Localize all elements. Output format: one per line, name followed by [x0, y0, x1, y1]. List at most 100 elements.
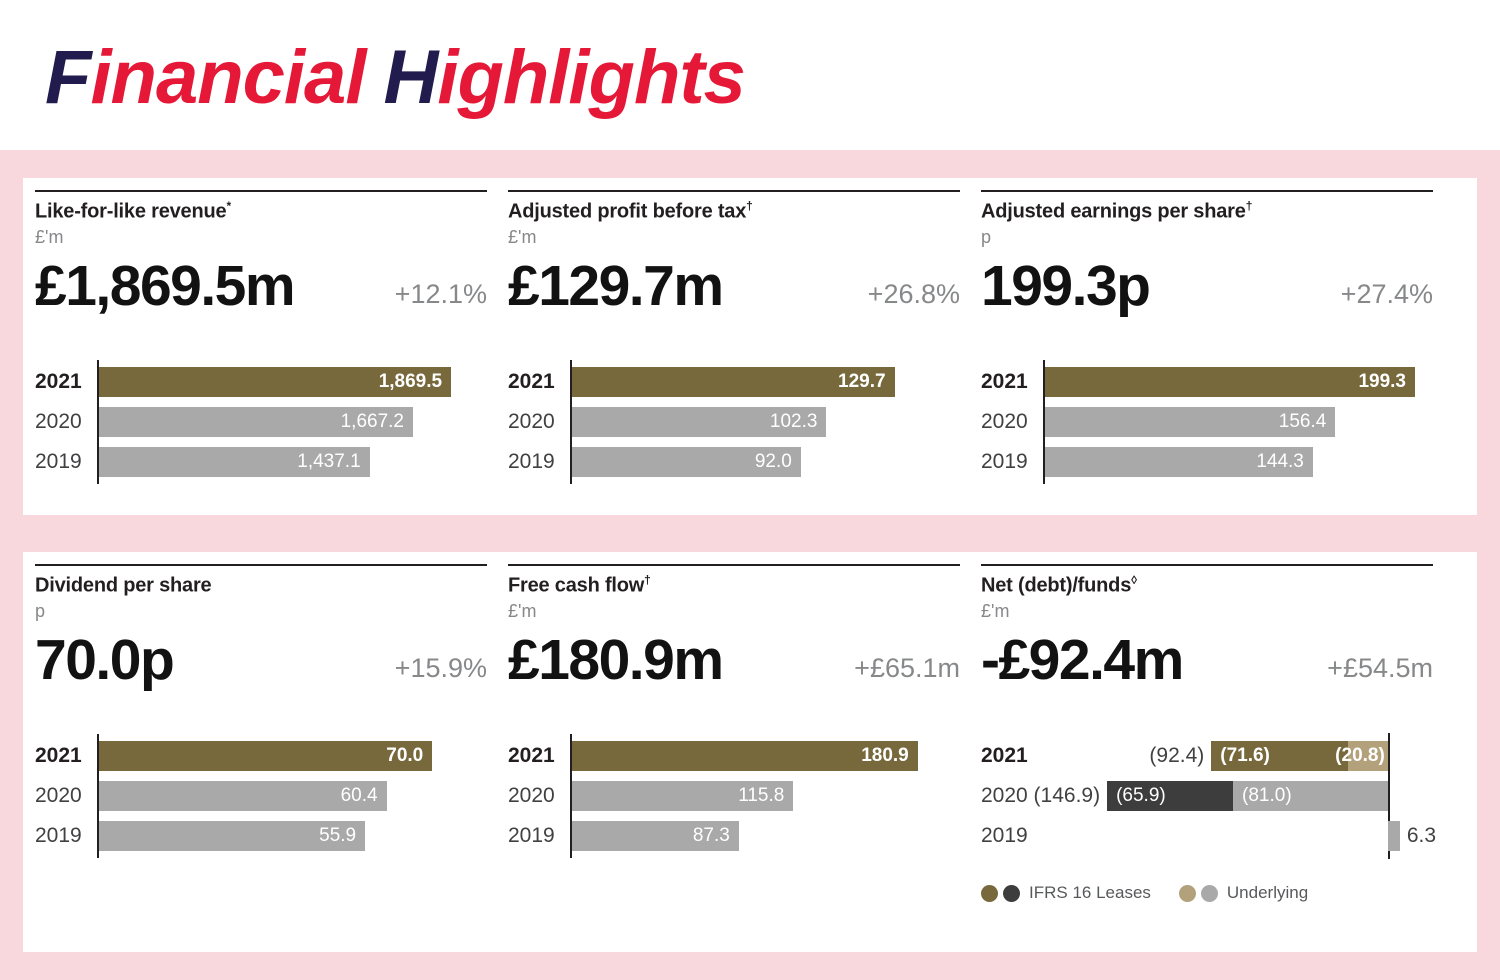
title-word-financial: Financial	[45, 35, 366, 120]
change-value: +27.4%	[1340, 279, 1433, 310]
highlights-card-top: Like-for-like revenue* £'m £1,869.5m +12…	[23, 178, 1477, 515]
bar-value-label: 87.3	[692, 825, 730, 847]
headline-value: £180.9m	[508, 628, 724, 693]
chart-row: 2020 115.8	[508, 781, 960, 812]
headline-value: £129.7m	[508, 254, 724, 319]
year-label: 2020	[508, 784, 555, 808]
panel-title: Dividend per share	[35, 573, 487, 598]
headline-value: 70.0p	[35, 628, 175, 693]
panel-top-rule	[508, 190, 960, 192]
segment-label: (20.8)	[1335, 745, 1385, 767]
value-bar: 87.3	[572, 821, 739, 852]
bar-track: 1,437.1	[99, 447, 487, 478]
chart-row: 2019 87.3	[508, 821, 960, 852]
year-label: 2020	[508, 410, 555, 434]
chart-row: 2019 55.9	[35, 821, 487, 852]
chart-axis	[97, 360, 99, 485]
change-value: +26.8%	[867, 279, 960, 310]
legend-dot-gray	[1200, 884, 1218, 902]
panel-title: Net (debt)/funds◊	[981, 573, 1433, 598]
panel-unit: £'m	[35, 226, 64, 247]
legend-item-ifrs16-leases: IFRS 16 Leases	[981, 883, 1151, 903]
change-value: +15.9%	[394, 653, 487, 684]
bar-value-label: 1,869.5	[378, 371, 443, 393]
change-value: +12.1%	[394, 279, 487, 310]
legend-dot-charcoal	[1003, 884, 1020, 902]
panel-headline: 199.3p +27.4%	[981, 258, 1433, 315]
bar-segment: (65.9)	[1107, 781, 1234, 812]
panel-headline: 70.0p +15.9%	[35, 632, 487, 689]
panel-headline: -£92.4m +£54.5m	[981, 632, 1433, 689]
value-bar: 70.0	[99, 741, 433, 772]
panel-title-text: Adjusted earnings per share	[981, 200, 1246, 223]
bar-track: 1,667.2	[99, 407, 487, 438]
bar-track: 92.0	[572, 447, 960, 478]
bar-value-label: 1,667.2	[340, 411, 405, 433]
year-label: 2019	[508, 824, 555, 848]
year-label: 2019	[35, 824, 82, 848]
year-label: 2019	[981, 824, 1028, 848]
chart-row: 2021 180.9	[508, 741, 960, 772]
legend-label: IFRS 16 Leases	[1029, 883, 1151, 903]
bar-segment	[1348, 741, 1388, 772]
highlights-card-bottom: Dividend per share p 70.0p +15.9% 2021 70…	[23, 552, 1477, 952]
bar-chart-like-for-like-revenue: 2021 1,869.5 2020 1,667.2 2019 1,437.1	[35, 360, 487, 485]
year-label: 2021	[981, 744, 1028, 768]
value-bar: 1,667.2	[99, 407, 414, 438]
panel-unit: £'m	[508, 600, 537, 621]
title-rest: ighlights	[437, 35, 746, 120]
bar-track: 1,869.5	[99, 367, 487, 398]
chart-row: 2020 156.4	[981, 407, 1433, 438]
value-bar: 1,437.1	[99, 447, 370, 478]
chart-axis	[570, 734, 572, 859]
chart-axis	[97, 734, 99, 859]
bar-track: 129.7	[572, 367, 960, 398]
chart-axis	[570, 360, 572, 485]
bar-track: 70.0	[99, 741, 487, 772]
year-label: 2020	[35, 784, 82, 808]
value-bar: 60.4	[99, 781, 387, 812]
chart-legend: IFRS 16 Leases Underlying	[981, 883, 1433, 903]
bar-track: 199.3	[1045, 367, 1433, 398]
value-bar: 156.4	[1045, 407, 1336, 438]
bar-value-label: 92.0	[754, 451, 792, 473]
bar-value-label: 199.3	[1358, 371, 1406, 393]
chart-row: 2021 199.3	[981, 367, 1433, 398]
headline-value: -£92.4m	[981, 628, 1184, 693]
bar-value-label: 129.7	[838, 371, 886, 393]
year-label: 2021	[508, 370, 555, 394]
chart-row: 2021 (92.4) (71.6) (20.8)	[981, 741, 1433, 772]
bar-track: 60.4	[99, 781, 487, 812]
page-title: Financial Highlights	[0, 0, 1500, 116]
year-label: 2019	[981, 450, 1028, 474]
bar-track: 144.3	[1045, 447, 1433, 478]
page-header: Financial Highlights	[0, 0, 1500, 150]
footnote-mark: †	[746, 199, 753, 213]
value-bar: 115.8	[572, 781, 794, 812]
panel-title-text: Free cash flow	[508, 574, 645, 597]
value-bar	[1387, 821, 1400, 852]
panel-unit: p	[981, 226, 992, 247]
chart-row: 2020 102.3	[508, 407, 960, 438]
panel-adjusted-profit-before-tax: Adjusted profit before tax† £'m £129.7m …	[508, 190, 960, 515]
panel-title-text: Adjusted profit before tax	[508, 200, 747, 223]
panel-title: Adjusted earnings per share†	[981, 199, 1433, 224]
title-rest: inancial	[90, 35, 366, 120]
panel-adjusted-earnings-per-share: Adjusted earnings per share† p 199.3p +2…	[981, 190, 1433, 515]
panel-like-for-like-revenue: Like-for-like revenue* £'m £1,869.5m +12…	[35, 190, 487, 515]
bar-chart-adjusted-earnings-per-share: 2021 199.3 2020 156.4 2019 144.3	[981, 360, 1433, 485]
bar-value-label: 55.9	[319, 825, 357, 847]
chart-row: 2021 129.7	[508, 367, 960, 398]
footnote-mark: *	[226, 199, 231, 213]
value-bar: 144.3	[1045, 447, 1313, 478]
bar-chart-dividend-per-share: 2021 70.0 2020 60.4 2019 55.9	[35, 734, 487, 859]
chart-axis	[1387, 733, 1390, 860]
total-label: (92.4)	[1149, 744, 1205, 768]
title-lead-letter: H	[383, 35, 438, 120]
panel-title-text: Net (debt)/funds	[981, 574, 1132, 597]
value-bar: 1,869.5	[99, 367, 452, 398]
panel-top-rule	[35, 190, 487, 192]
bar-chart-adjusted-profit-before-tax: 2021 129.7 2020 102.3 2019 92.0	[508, 360, 960, 485]
bar-segments: (71.6) (20.8)	[1211, 741, 1388, 772]
legend-dot-tan	[1178, 884, 1196, 902]
